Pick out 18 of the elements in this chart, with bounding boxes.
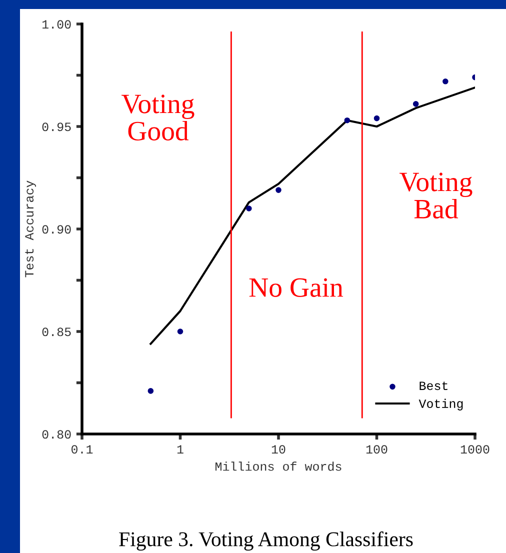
y-tick-label: 0.90 — [42, 225, 71, 234]
annotation: Voting Bad — [400, 172, 472, 219]
x-axis-title: Millions of words — [216, 462, 342, 471]
annotation: No Gain — [249, 278, 344, 297]
x-tick-label: 0.1 — [72, 445, 93, 454]
x-tick-label: 100 — [366, 445, 388, 454]
y-tick-label: 0.95 — [42, 122, 71, 132]
x-tick-label: 1000 — [460, 445, 490, 454]
y-tick-label: 1.00 — [42, 20, 71, 29]
annotation: Voting Good — [122, 94, 194, 141]
legend-label: Best — [420, 382, 448, 390]
caption: Figure 3. Voting Among Classifiers — [119, 531, 413, 551]
legend-label: Voting — [418, 398, 463, 410]
x-tick-label: 10 — [272, 445, 286, 454]
y-axis-title: Test Accuracy — [25, 180, 36, 278]
x-tick-label: 1 — [177, 445, 184, 454]
y-tick-label: 0.80 — [42, 430, 71, 439]
y-tick-label: 0.85 — [42, 328, 71, 336]
